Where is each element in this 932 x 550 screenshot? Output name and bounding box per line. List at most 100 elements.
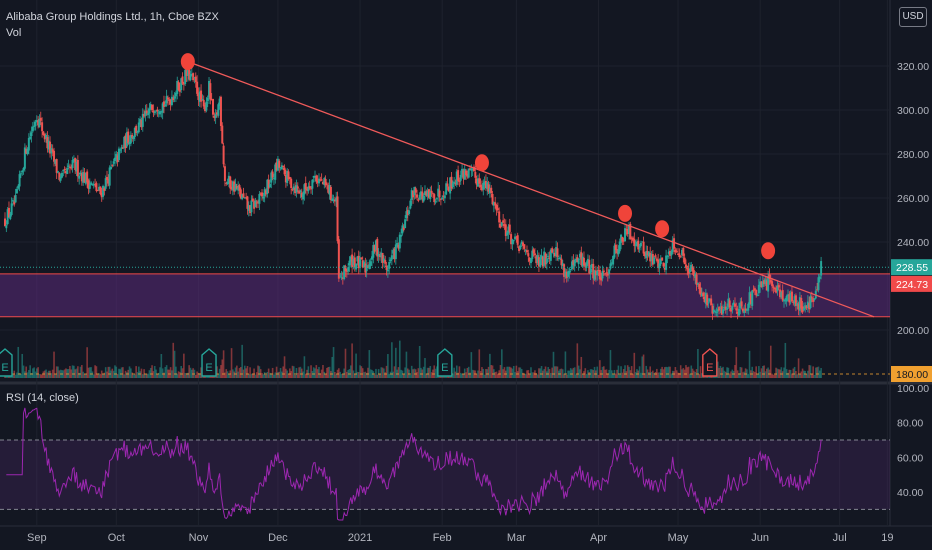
candle-body [783, 300, 786, 302]
volume-bar [738, 373, 740, 378]
candle-body [768, 274, 771, 279]
candle-body [9, 213, 12, 220]
candle-body [647, 251, 650, 257]
volume-bar [747, 373, 750, 378]
volume-bar [783, 367, 785, 378]
volume-bar [115, 366, 118, 378]
candle-body [111, 164, 114, 166]
volume-bar [282, 366, 285, 378]
volume-bar [658, 372, 661, 378]
candle-body [555, 247, 558, 257]
volume-bar [564, 351, 567, 378]
candle-body [511, 239, 514, 244]
volume-bar [690, 365, 693, 378]
candle-body [321, 181, 324, 185]
volume-bar [585, 373, 588, 378]
candle-body [108, 167, 111, 186]
candle-body [129, 135, 132, 144]
candle-body [620, 234, 623, 243]
candle-body [796, 302, 799, 307]
volume-bar [599, 360, 601, 378]
candle-body [784, 299, 787, 301]
candle-body [687, 268, 690, 274]
volume-bar [187, 372, 189, 378]
volume-bar [477, 370, 479, 378]
x-tick-label: Dec [268, 532, 288, 544]
volume-bar [196, 371, 198, 378]
volume-bar [724, 371, 727, 378]
candle-body [504, 224, 507, 236]
candle-body [397, 244, 400, 249]
volume-bar [241, 344, 243, 378]
volume-bar [640, 372, 642, 378]
volume-bar [569, 368, 572, 378]
candle-body [42, 131, 45, 135]
swing-high-marker [761, 242, 776, 260]
candle-body [87, 180, 90, 189]
volume-bar [638, 366, 641, 378]
volume-bar [165, 365, 168, 378]
volume-bar [308, 373, 311, 378]
volume-bar [323, 371, 326, 378]
candle-body [453, 181, 456, 184]
volume-bar [535, 373, 538, 378]
rsi-tick-label: 40.00 [897, 487, 923, 499]
zone-price-label: 224.73 [891, 275, 932, 292]
volume-bar [436, 366, 438, 378]
candle-body [467, 168, 470, 178]
candle-body [458, 180, 461, 182]
volume-bar [85, 374, 87, 378]
volume-bar [384, 372, 387, 378]
volume-bar [22, 365, 25, 378]
volume-bar [603, 366, 605, 378]
volume-bar [538, 368, 540, 378]
candle-body [800, 297, 803, 309]
candle-body [79, 172, 82, 175]
candle-body [463, 168, 466, 180]
volume-bar [131, 372, 133, 378]
candle-body [798, 297, 801, 311]
volume-bar [626, 365, 629, 378]
candle-body [51, 149, 54, 152]
candle-body [545, 258, 548, 264]
volume-bar [327, 367, 330, 378]
volume-bar [759, 371, 761, 378]
currency-badge[interactable]: USD [899, 7, 927, 27]
volume-bar [420, 367, 422, 378]
candle-body [667, 251, 670, 254]
x-tick-label: Apr [590, 532, 607, 544]
volume-bar [291, 365, 294, 378]
candle-body [479, 184, 482, 188]
candle-body [323, 178, 326, 185]
volume-bar [591, 369, 593, 378]
volume-bar [514, 372, 516, 378]
candle-body [373, 245, 376, 252]
candle-body [471, 168, 474, 171]
candle-body [316, 180, 319, 183]
volume-bar [516, 371, 519, 378]
volume-bar [351, 343, 353, 378]
volume-bar [694, 371, 697, 378]
volume-bar [74, 369, 77, 378]
volume-bar [547, 367, 549, 378]
candle-body [230, 186, 233, 190]
volume-bar [46, 372, 49, 378]
volume-bar [561, 369, 564, 378]
candle-body [148, 108, 151, 114]
volume-bar [812, 366, 814, 378]
candle-body [765, 281, 768, 291]
candle-body [210, 99, 213, 101]
candle-body [447, 187, 450, 192]
candle-body [812, 298, 815, 302]
volume-bar [816, 367, 818, 378]
volume-bar [277, 372, 279, 378]
volume-bar [228, 374, 230, 378]
candle-body [78, 175, 81, 179]
volume-guide-label-text: 180.00 [896, 369, 928, 381]
candle-body [155, 110, 158, 112]
volume-bar [69, 365, 71, 378]
volume-bar [520, 369, 523, 378]
candle-body [755, 289, 758, 296]
